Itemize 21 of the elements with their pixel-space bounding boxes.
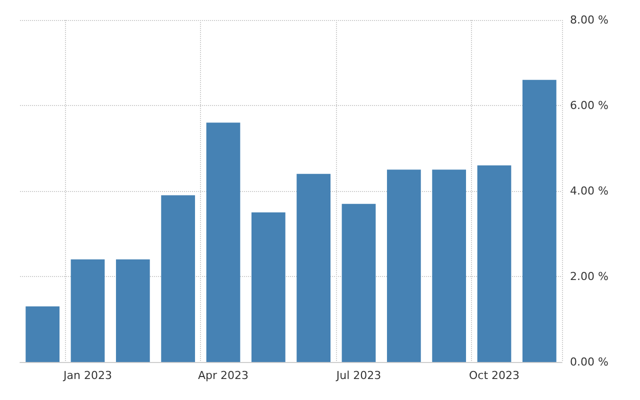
bar <box>116 259 150 362</box>
bar <box>432 170 466 362</box>
y-tick-label: 8.00 % <box>570 14 608 26</box>
y-tick-label: 2.00 % <box>570 270 608 283</box>
x-tick-label: Jan 2023 <box>62 369 112 382</box>
bar <box>26 306 60 362</box>
bar <box>70 259 105 362</box>
bar <box>251 212 286 362</box>
y-tick-label: 0.00 % <box>570 356 608 368</box>
x-tick-label: Jul 2023 <box>335 369 382 382</box>
bar <box>342 204 376 362</box>
bar <box>477 165 512 362</box>
x-tick-label: Oct 2023 <box>468 369 520 382</box>
bar <box>296 174 331 362</box>
y-tick-label: 6.00 % <box>570 99 608 112</box>
bar <box>522 80 556 362</box>
x-tick-label: Apr 2023 <box>198 369 249 382</box>
bar <box>386 170 421 362</box>
bar <box>206 122 240 362</box>
y-tick-label: 4.00 % <box>570 184 608 198</box>
bar <box>161 195 196 362</box>
